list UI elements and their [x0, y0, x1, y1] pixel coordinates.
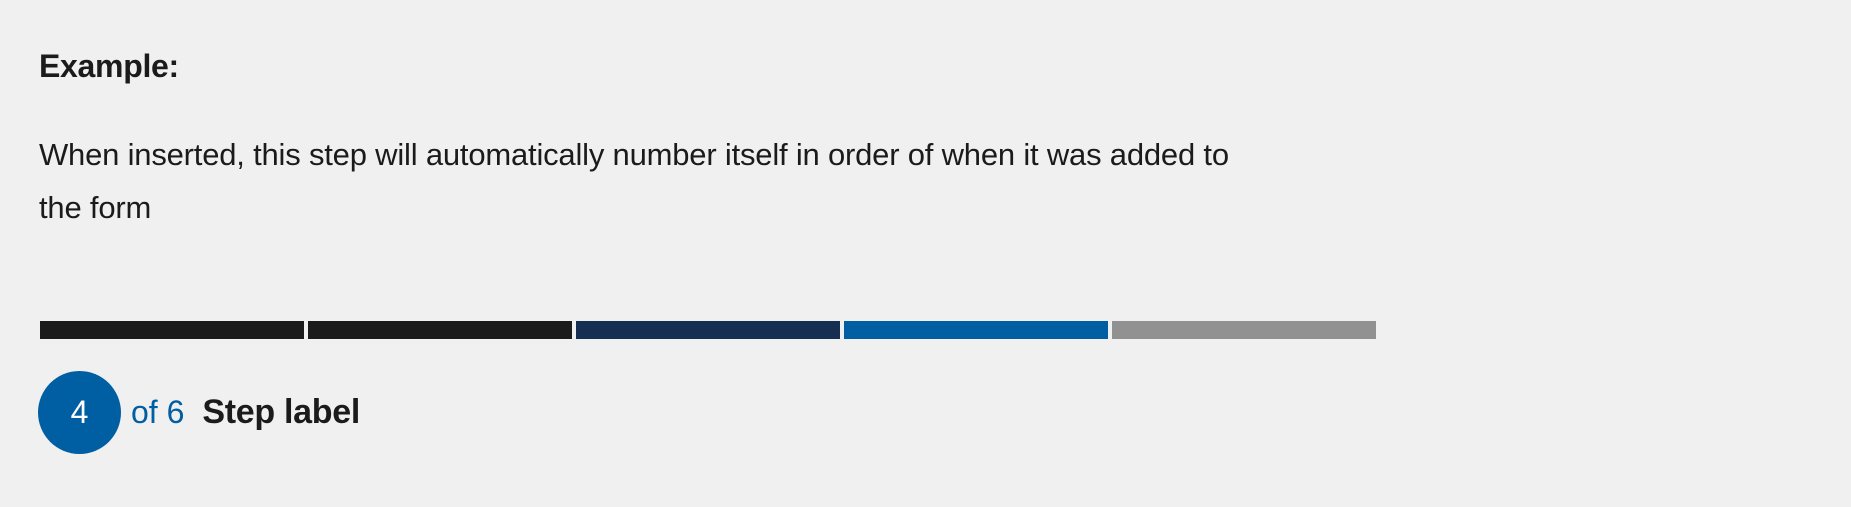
step-label: Step label — [202, 393, 360, 431]
step-indicator-header: 4 of 6 Step label — [38, 371, 360, 454]
step-indicator-segments — [40, 321, 1376, 339]
current-step-number: 4 — [38, 371, 121, 454]
step-total: of 6 — [131, 394, 185, 430]
step-segment-2 — [308, 321, 572, 339]
step-segment-4-current — [844, 321, 1108, 339]
example-heading: Example: — [39, 48, 179, 84]
step-segment-1 — [40, 321, 304, 339]
step-segment-5 — [1112, 321, 1376, 339]
example-description: When inserted, this step will automatica… — [39, 137, 1229, 225]
step-segment-3 — [576, 321, 840, 339]
